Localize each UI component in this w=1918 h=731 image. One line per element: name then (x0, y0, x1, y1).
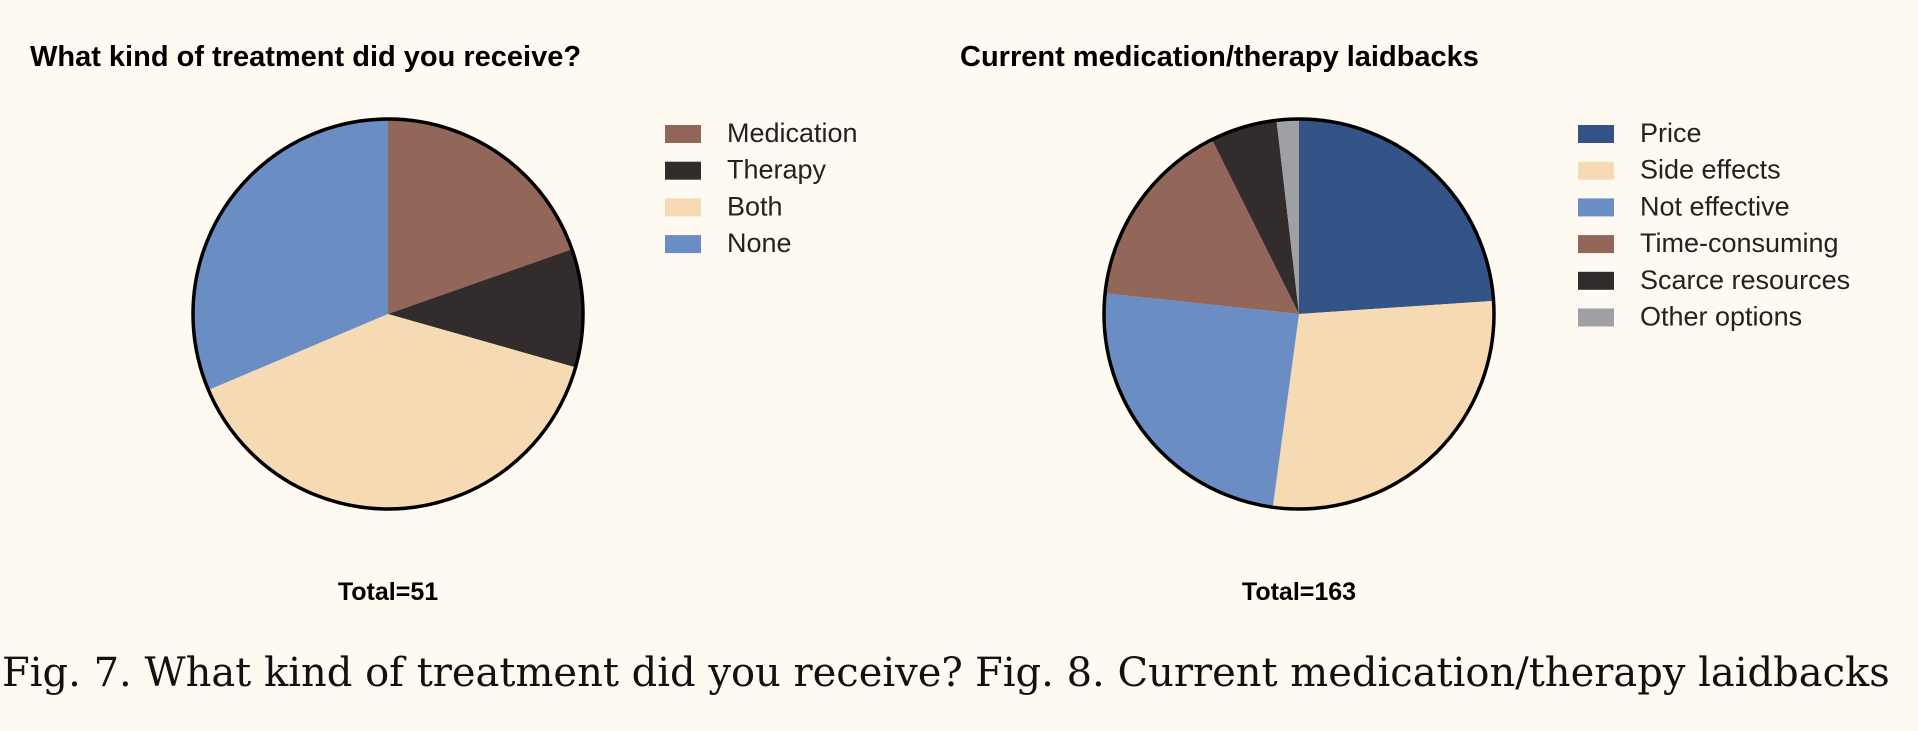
pie-slice-time-consuming (1105, 139, 1299, 314)
pie-slice-therapy (388, 249, 584, 368)
legend-swatch (1578, 161, 1614, 180)
legend-swatch (1578, 235, 1614, 254)
treatment-pie-chart: What kind of treatment did you receive? … (2, 41, 963, 696)
figure-caption: Fig. 8. Current medication/therapy laidb… (975, 650, 1890, 696)
legend-swatch (665, 235, 701, 254)
legend-label: Scarce resources (1640, 265, 1850, 295)
legend-label: Time-consuming (1640, 228, 1839, 258)
legend-swatch (665, 125, 701, 143)
legend-label: Other options (1640, 302, 1802, 332)
legend-swatch (1578, 125, 1614, 143)
chart-title: Current medication/therapy laidbacks (960, 41, 1479, 73)
legend-label: Medication (727, 118, 858, 148)
pie-slice-scarce-resources (1211, 120, 1299, 315)
pie-slices (191, 117, 585, 511)
pie-slice-both (208, 314, 576, 510)
legend: Medication Therapy Both None (665, 118, 858, 258)
legend-label: Therapy (727, 155, 827, 185)
legend-swatch (665, 198, 701, 217)
total-label: Total=163 (1242, 578, 1356, 606)
legend-swatch (1578, 308, 1614, 327)
pie-outline (1102, 117, 1496, 511)
legend-label: Not effective (1640, 191, 1790, 221)
legend-swatch (1578, 198, 1614, 217)
pie-outline (191, 117, 585, 511)
legend-swatch (1578, 271, 1614, 290)
pie-slice-other-options (1276, 119, 1299, 314)
legend-swatch (665, 161, 701, 180)
pie-slices (1102, 117, 1496, 511)
legend-label: Price (1640, 118, 1702, 148)
figure-caption: Fig. 7. What kind of treatment did you r… (2, 650, 963, 696)
legend-label: None (727, 228, 792, 258)
chart-title: What kind of treatment did you receive? (30, 41, 581, 73)
total-label: Total=51 (338, 578, 438, 606)
legend-label: Side effects (1640, 155, 1781, 185)
pie-slice-side-effects (1272, 300, 1494, 509)
laidbacks-pie-chart: Current medication/therapy laidbacks Pri… (960, 41, 1890, 696)
pie-slice-medication (388, 119, 572, 314)
pie-slice-not-effective (1104, 293, 1299, 508)
legend: Price Side effects Not effective Time-consu… (1578, 118, 1850, 332)
legend-label: Both (727, 191, 783, 221)
pie-slice-price (1299, 119, 1494, 314)
